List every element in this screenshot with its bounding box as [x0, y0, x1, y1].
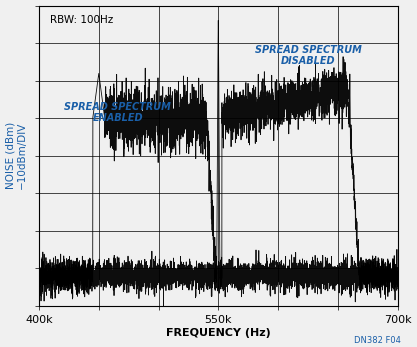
X-axis label: FREQUENCY (Hz): FREQUENCY (Hz) — [166, 328, 271, 338]
Text: SPREAD SPECTRUM
ENABLED: SPREAD SPECTRUM ENABLED — [65, 102, 171, 123]
Text: DN382 F04: DN382 F04 — [354, 336, 401, 345]
Y-axis label: NOISE (dBm)
−10dBm/DIV: NOISE (dBm) −10dBm/DIV — [5, 122, 27, 189]
Text: SPREAD SPECTRUM
DISABLED: SPREAD SPECTRUM DISABLED — [254, 44, 362, 66]
Text: RBW: 100Hz: RBW: 100Hz — [50, 15, 113, 25]
